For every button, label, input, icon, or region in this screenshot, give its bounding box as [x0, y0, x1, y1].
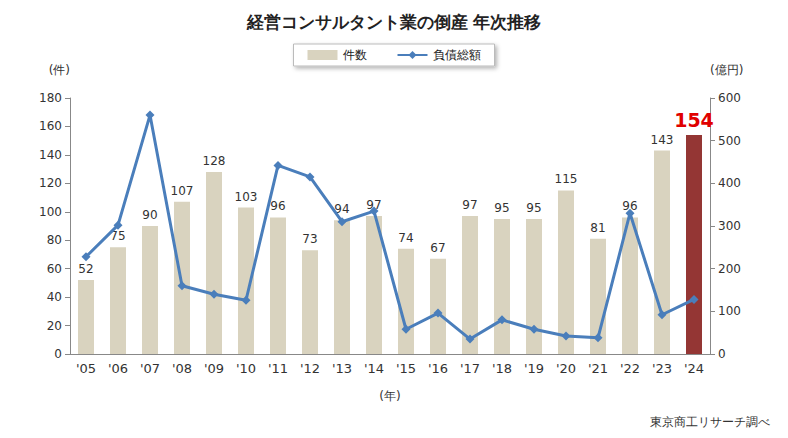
svg-text:154: 154 [674, 109, 714, 131]
svg-text:'24: '24 [684, 361, 704, 376]
svg-text:81: 81 [590, 221, 605, 235]
svg-text:'20: '20 [556, 361, 576, 376]
svg-text:(億円): (億円) [710, 63, 743, 77]
svg-text:128: 128 [203, 154, 226, 168]
svg-text:400: 400 [718, 176, 741, 190]
svg-text:96: 96 [622, 199, 638, 214]
svg-text:107: 107 [171, 184, 194, 198]
svg-text:60: 60 [47, 262, 62, 276]
svg-text:115: 115 [555, 172, 578, 186]
svg-text:75: 75 [110, 229, 126, 244]
svg-text:経営コンサルタント業の倒産 年次推移: 経営コンサルタント業の倒産 年次推移 [246, 12, 542, 32]
svg-text:103: 103 [235, 190, 258, 204]
svg-text:97: 97 [366, 198, 382, 212]
svg-text:94: 94 [334, 202, 350, 217]
svg-text:負債総額: 負債総額 [433, 48, 481, 62]
svg-text:'11: '11 [268, 361, 288, 376]
svg-text:'13: '13 [332, 361, 352, 376]
svg-text:(年): (年) [379, 389, 400, 403]
svg-text:80: 80 [47, 233, 62, 247]
svg-text:'12: '12 [300, 361, 320, 376]
svg-text:'06: '06 [108, 361, 128, 376]
svg-text:20: 20 [47, 319, 62, 333]
svg-text:95: 95 [494, 201, 509, 215]
svg-text:'17: '17 [460, 361, 480, 376]
svg-text:74: 74 [398, 231, 413, 245]
svg-text:件数: 件数 [343, 48, 367, 62]
svg-text:0: 0 [718, 347, 726, 361]
svg-text:0: 0 [54, 347, 62, 361]
svg-text:'23: '23 [652, 361, 672, 376]
svg-text:52: 52 [78, 262, 93, 276]
svg-text:600: 600 [718, 91, 741, 105]
svg-text:100: 100 [39, 205, 62, 219]
svg-text:143: 143 [651, 133, 674, 147]
svg-text:500: 500 [718, 134, 741, 148]
svg-text:120: 120 [39, 176, 62, 190]
svg-text:96: 96 [270, 199, 285, 213]
svg-text:'18: '18 [492, 361, 512, 376]
svg-text:95: 95 [526, 201, 541, 215]
svg-text:90: 90 [142, 208, 157, 222]
svg-text:東京商工リサーチ調べ: 東京商工リサーチ調べ [650, 415, 770, 429]
svg-text:'15: '15 [396, 361, 416, 376]
svg-text:'14: '14 [364, 361, 384, 376]
svg-text:97: 97 [462, 198, 477, 212]
svg-text:40: 40 [47, 290, 62, 304]
svg-text:73: 73 [302, 232, 317, 246]
svg-text:'21: '21 [588, 361, 608, 376]
svg-text:'19: '19 [524, 361, 544, 376]
svg-text:'05: '05 [76, 361, 96, 376]
svg-text:'07: '07 [140, 361, 160, 376]
svg-text:100: 100 [718, 304, 741, 318]
svg-text:160: 160 [39, 119, 62, 133]
svg-text:'22: '22 [620, 361, 640, 376]
svg-text:'10: '10 [236, 361, 256, 376]
svg-text:200: 200 [718, 262, 741, 276]
svg-text:67: 67 [430, 241, 445, 255]
svg-text:'09: '09 [204, 361, 224, 376]
svg-text:180: 180 [39, 91, 62, 105]
svg-text:'16: '16 [428, 361, 448, 376]
svg-text:300: 300 [718, 219, 741, 233]
svg-text:(件): (件) [49, 63, 70, 77]
svg-text:'08: '08 [172, 361, 192, 376]
svg-text:140: 140 [39, 148, 62, 162]
